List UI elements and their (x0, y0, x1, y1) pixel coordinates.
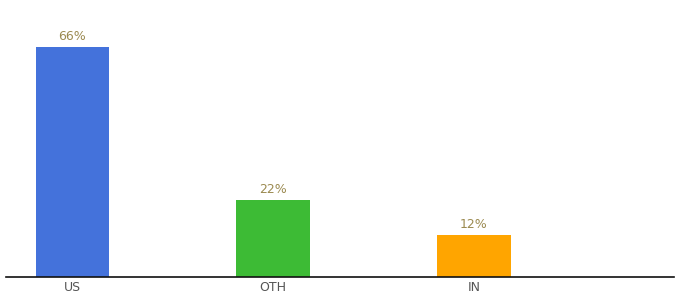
Bar (237, 200, 310, 277)
Bar (35, 47, 109, 277)
Text: 66%: 66% (58, 30, 86, 43)
Text: 12%: 12% (460, 218, 488, 231)
Text: 22%: 22% (259, 183, 287, 196)
Bar (437, 235, 511, 277)
